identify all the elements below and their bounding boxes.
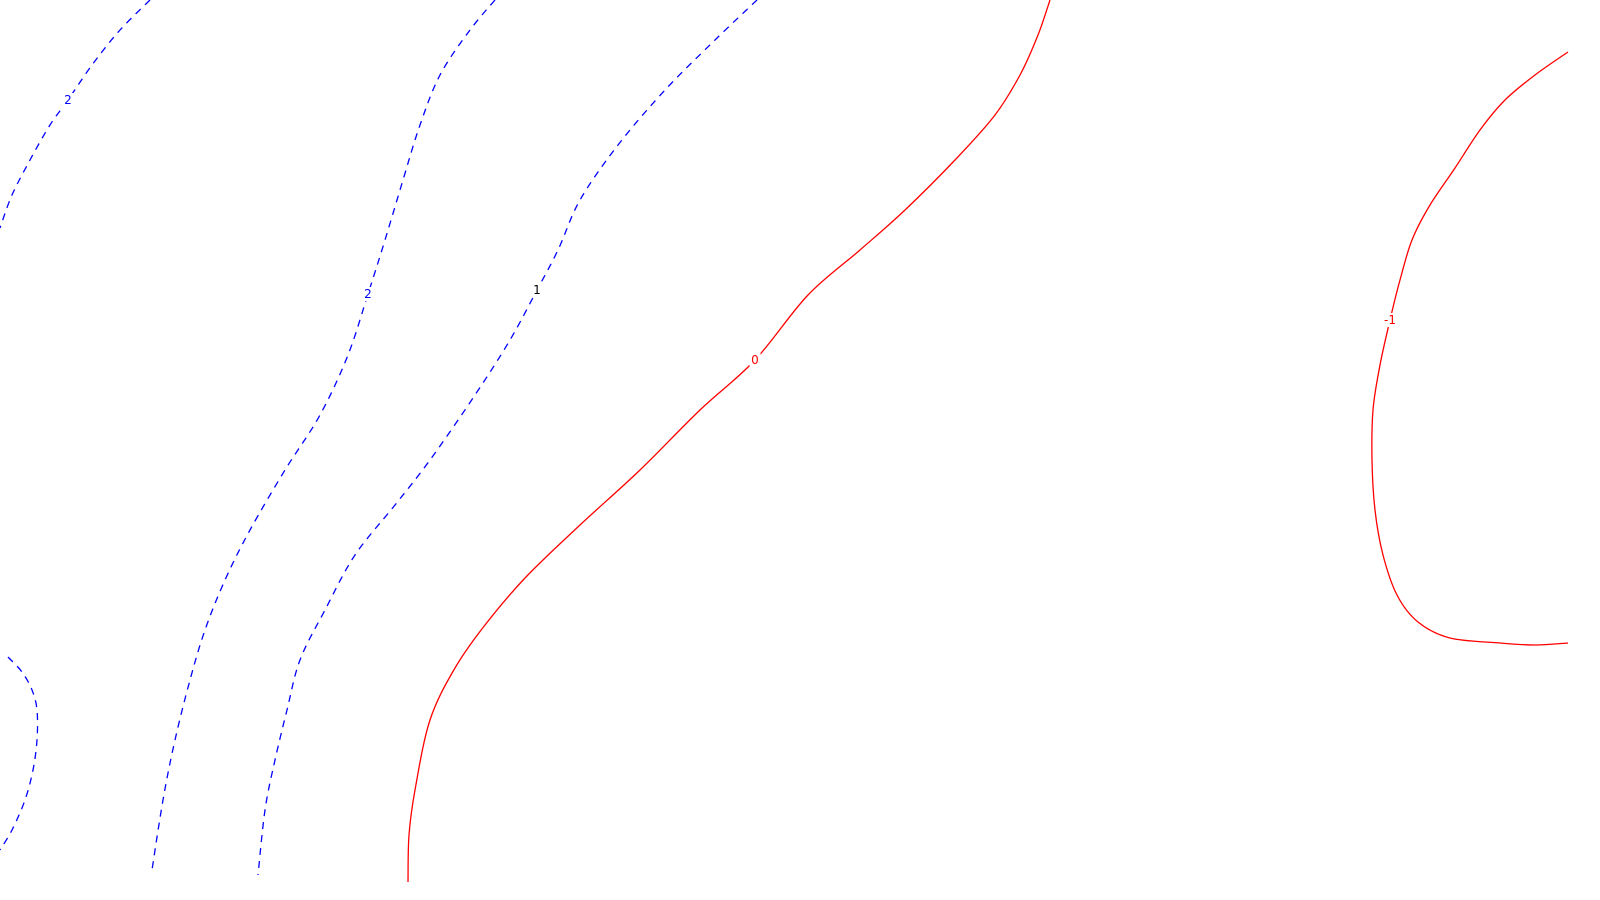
contour-line-level-0-3-0 bbox=[407, 0, 1051, 883]
contour-line-level-neg1-4-0 bbox=[1371, 51, 1569, 646]
contour-label-2: 1 bbox=[533, 283, 541, 297]
contour-label-background bbox=[531, 283, 543, 297]
contour-label-background bbox=[749, 353, 761, 367]
contour-line-level-1-2-0 bbox=[257, 0, 758, 876]
contour-label-background bbox=[362, 287, 374, 301]
contour-labels: 2 2 1 0 -1 bbox=[62, 93, 1399, 367]
contour-lines bbox=[0, 0, 1569, 883]
contour-label-1: 2 bbox=[364, 287, 372, 301]
contour-label-4: -1 bbox=[1384, 313, 1396, 327]
contour-label-0: 2 bbox=[64, 93, 72, 107]
contour-line-level-2-0-0 bbox=[0, 0, 151, 229]
contour-label-background bbox=[62, 93, 74, 107]
contour-line-level-2-0-1 bbox=[0, 656, 39, 851]
contour-label-background bbox=[1381, 313, 1399, 327]
contour-line-level-2-1-0 bbox=[151, 0, 496, 871]
contour-label-3: 0 bbox=[751, 353, 759, 367]
